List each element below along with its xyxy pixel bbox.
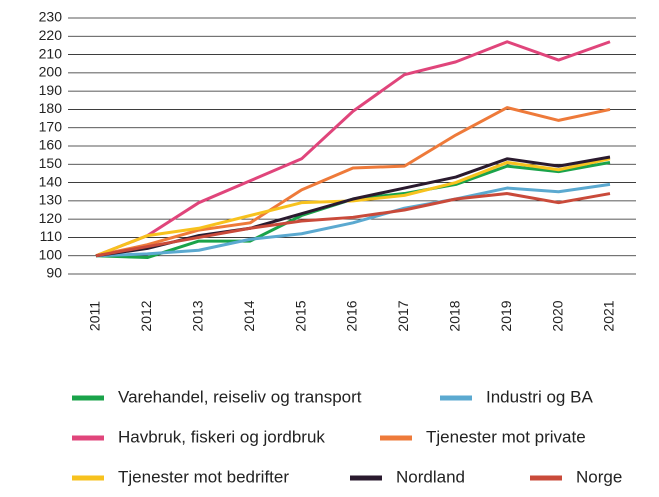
y-tick-label: 90 (46, 265, 62, 281)
legend-label: Varehandel, reiseliv og transport (118, 387, 362, 406)
y-tick-label: 210 (39, 45, 63, 61)
y-tick-label: 160 (39, 137, 63, 153)
y-tick-label: 200 (39, 64, 63, 80)
series-line (95, 106, 611, 258)
y-tick-label: 110 (40, 228, 63, 244)
x-tick-label: 2012 (138, 300, 154, 331)
series-line (95, 40, 611, 258)
y-tick-label: 100 (39, 246, 63, 262)
series-line (95, 157, 611, 258)
x-tick-label: 2015 (292, 300, 308, 331)
legend-label: Tjenester mot bedrifter (118, 467, 289, 486)
legend-label: Norge (576, 467, 622, 486)
y-tick-label: 150 (39, 155, 63, 171)
x-tick-label: 2017 (395, 300, 411, 331)
y-tick-label: 190 (39, 82, 63, 98)
x-tick-label: 2020 (549, 300, 565, 331)
x-tick-label: 2011 (87, 301, 103, 331)
x-tick-label: 2019 (498, 300, 514, 331)
legend-label: Havbruk, fiskeri og jordbruk (118, 427, 325, 446)
y-tick-label: 180 (39, 100, 63, 116)
y-tick-label: 130 (39, 192, 63, 208)
y-tick-label: 120 (39, 210, 63, 226)
x-tick-label: 2021 (601, 300, 617, 331)
y-tick-label: 170 (39, 118, 63, 134)
y-tick-label: 140 (39, 173, 63, 189)
legend-label: Industri og BA (486, 387, 593, 406)
series-line (95, 192, 611, 258)
series-line (95, 182, 611, 258)
y-tick-label: 230 (39, 9, 63, 25)
legend-label: Tjenester mot private (426, 427, 586, 446)
x-tick-label: 2016 (344, 300, 360, 331)
legend-label: Nordland (396, 467, 465, 486)
x-tick-label: 2013 (190, 300, 206, 331)
y-tick-label: 220 (39, 27, 63, 43)
x-tick-label: 2014 (241, 300, 257, 331)
x-tick-label: 2018 (447, 300, 463, 331)
